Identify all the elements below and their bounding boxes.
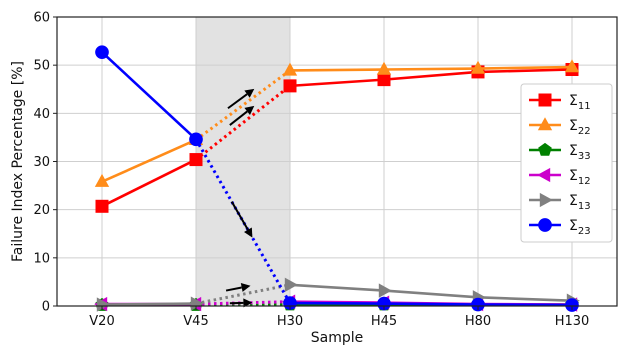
legend-label: Σ12 [569, 168, 591, 187]
series-transition-segment [195, 300, 291, 306]
legend-box [520, 83, 613, 243]
series-line-segment [383, 70, 479, 81]
legend-entry: Σ13 [529, 192, 591, 212]
series-transition-segment [195, 283, 291, 306]
circle-marker [538, 218, 552, 232]
arrow-icon [229, 105, 255, 126]
arrow-head [243, 298, 253, 308]
series-line-segment [383, 302, 479, 306]
square-marker [189, 153, 203, 167]
square-marker [283, 79, 297, 93]
circle-marker [565, 298, 579, 312]
series-line-segment [101, 138, 197, 183]
y-tick-label: 10 [33, 251, 50, 266]
transition-arrows [225, 88, 255, 308]
x-axis-ticks: V20 V45 H30 H45 H80 H130 [89, 306, 589, 329]
triangle-up-marker [376, 61, 392, 75]
series-layer [94, 45, 580, 312]
circle-marker [189, 132, 203, 147]
x-axis-label: Sample [311, 330, 364, 346]
y-tick-label: 0 [42, 300, 50, 315]
square-marker [95, 199, 109, 213]
circle-marker [95, 45, 109, 59]
y-tick-label: 20 [33, 203, 50, 218]
arrow-head [240, 283, 251, 292]
legend-entry: Σ11 [529, 93, 591, 112]
legend-label: Σ11 [569, 93, 591, 112]
y-tick-label: 40 [33, 107, 50, 122]
series [95, 45, 579, 312]
y-axis-label: Failure Index Percentage [%] [10, 61, 26, 262]
square-marker [377, 73, 391, 87]
square-marker [538, 93, 552, 107]
triangle-right-marker [378, 283, 392, 298]
triangle-up-marker [94, 173, 110, 187]
legend-entry: Σ12 [529, 167, 591, 187]
series-transition-segment [195, 84, 291, 161]
pentagon-marker [538, 142, 552, 156]
legend-entry: Σ22 [529, 117, 591, 137]
arrow-shaft [225, 286, 242, 292]
triangle-up-marker [282, 62, 298, 76]
series-transition-segment [194, 138, 292, 304]
arrow-head [244, 227, 253, 238]
x-tick-label: H30 [277, 314, 303, 329]
y-axis-ticks: 0 10 20 30 40 50 60 [33, 11, 57, 315]
arrow-head [244, 88, 255, 98]
legend: Σ11 Σ22 Σ33 Σ12 Σ13 Σ23 [520, 83, 613, 243]
legend-entry: Σ23 [529, 218, 591, 237]
triangle-up-marker [564, 59, 580, 73]
x-tick-label: H130 [555, 314, 590, 329]
series-line-segment [477, 65, 573, 70]
arrow-icon [225, 283, 251, 292]
legend-label: Σ22 [569, 118, 591, 137]
triangle-left-marker [537, 167, 551, 183]
series-line-segment [383, 289, 479, 299]
x-tick-label: V20 [89, 314, 114, 329]
series-line-segment [477, 68, 573, 74]
arrow-icon [230, 201, 253, 238]
series-line-segment [289, 283, 385, 292]
x-tick-label: V45 [183, 314, 208, 329]
arrow-icon [227, 88, 255, 110]
x-tick-label: H80 [465, 314, 491, 329]
series-line-segment [289, 68, 385, 72]
triangle-right-marker [284, 277, 298, 292]
legend-label: Σ13 [569, 193, 591, 212]
arrow-head [244, 105, 255, 115]
series [95, 63, 579, 213]
arrow-icon [229, 298, 253, 308]
circle-marker [377, 296, 391, 311]
series-transition-segment [195, 69, 291, 142]
arrow-shaft [227, 93, 248, 110]
triangle-right-marker [539, 192, 553, 208]
series-line-segment [101, 51, 197, 141]
arrow-shaft [229, 110, 248, 126]
arrow-shaft [230, 201, 249, 231]
triangle-right-marker [96, 297, 110, 312]
series-line-segment [289, 78, 385, 88]
y-tick-label: 30 [33, 155, 50, 170]
series [94, 59, 580, 187]
series-line-segment [477, 296, 573, 303]
grid-lines [57, 16, 617, 307]
series-line-segment [383, 67, 479, 71]
legend-label: Σ33 [569, 143, 591, 162]
y-tick-label: 50 [33, 59, 50, 74]
legend-label: Σ23 [569, 218, 591, 237]
y-tick-label: 60 [33, 11, 50, 26]
triangle-right-marker [190, 296, 204, 311]
x-tick-label: H45 [371, 314, 397, 329]
series-line-segment [101, 302, 197, 306]
circle-marker [471, 297, 485, 312]
legend-entry: Σ33 [529, 142, 591, 162]
triangle-up-marker [470, 60, 486, 74]
series-line-segment [101, 158, 197, 208]
triangle-up-marker [537, 117, 553, 131]
